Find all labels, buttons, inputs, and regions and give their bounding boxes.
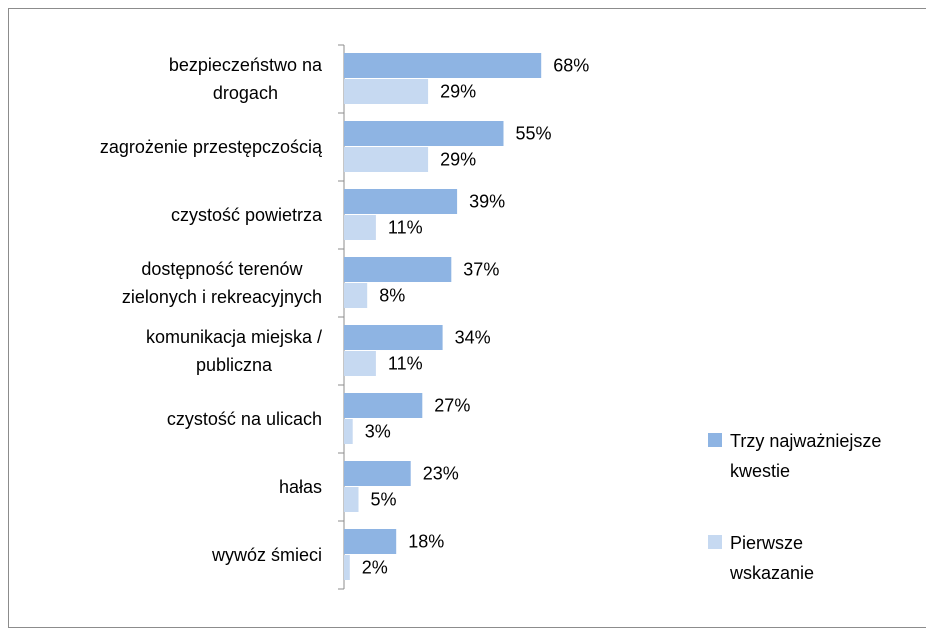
bar: [344, 325, 443, 350]
bar: [344, 189, 458, 214]
value-label: 11%: [388, 217, 423, 237]
value-label: 39%: [469, 191, 505, 211]
legend-swatch: [708, 433, 722, 447]
bar: [344, 393, 423, 418]
y-tick-label: dostępność terenów zielonych i rekreacyj…: [121, 259, 322, 307]
page: {"chart_data": {"type": "bar", "orientat…: [2, 8, 926, 628]
y-tick-label: czystość na ulicach: [166, 409, 322, 429]
y-tick-label: zagrożenie przestępczością: [99, 137, 322, 157]
value-label: 27%: [434, 395, 470, 415]
value-label: 5%: [371, 489, 397, 509]
bar: [344, 461, 411, 486]
bar: [344, 79, 429, 104]
y-tick-label: wywóz śmieci: [211, 545, 322, 565]
category-label: hałas: [2, 453, 322, 521]
bar: [344, 529, 397, 554]
bar: [344, 257, 452, 282]
value-label: 23%: [423, 463, 459, 483]
category-label: bezpieczeństwo na drogach: [2, 45, 322, 113]
y-tick-label: hałas: [278, 477, 322, 497]
value-label: 68%: [553, 55, 589, 75]
bar: [344, 283, 368, 308]
value-label: 29%: [440, 149, 476, 169]
legend-swatch: [708, 535, 722, 549]
value-label: 3%: [365, 421, 391, 441]
legend-label: Trzy najważniejsze kwestie: [730, 431, 882, 481]
category-label: czystość powietrza: [2, 181, 322, 249]
legend-label: Pierwsze wskazanie: [730, 533, 815, 583]
category-label: czystość na ulicach: [2, 385, 322, 453]
bar: [344, 147, 429, 172]
bar: [344, 53, 542, 78]
bar: [344, 419, 353, 444]
value-label: 34%: [455, 327, 491, 347]
value-label: 29%: [440, 81, 476, 101]
legend-item: Trzy najważniejsze kwestie: [708, 426, 919, 486]
category-label: komunikacja miejska / publiczna: [2, 317, 322, 385]
value-label: 55%: [516, 123, 552, 143]
bar: [344, 555, 350, 580]
legend-item: Pierwsze wskazanie: [708, 528, 919, 588]
value-label: 8%: [379, 285, 405, 305]
category-label: wywóz śmieci: [2, 521, 322, 589]
y-tick-label: czystość powietrza: [170, 205, 322, 225]
y-tick-label: bezpieczeństwo na drogach: [168, 55, 322, 103]
value-label: 11%: [388, 353, 423, 373]
chart: 68% 29% 55% 29% 39% 11% 37% 8% 34% 11% 27% 3% 23% 5% 1…: [338, 44, 589, 590]
value-label: 18%: [408, 531, 444, 551]
bar: [344, 487, 359, 512]
bar: [344, 351, 376, 376]
category-label: zagrożenie przestępczością: [2, 113, 322, 181]
value-label: 2%: [362, 557, 388, 577]
y-tick-label: komunikacja miejska / publiczna: [145, 327, 322, 375]
category-label: dostępność terenów zielonych i rekreacyj…: [2, 249, 322, 317]
bar: [344, 215, 376, 240]
value-label: 37%: [463, 259, 499, 279]
bar: [344, 121, 504, 146]
